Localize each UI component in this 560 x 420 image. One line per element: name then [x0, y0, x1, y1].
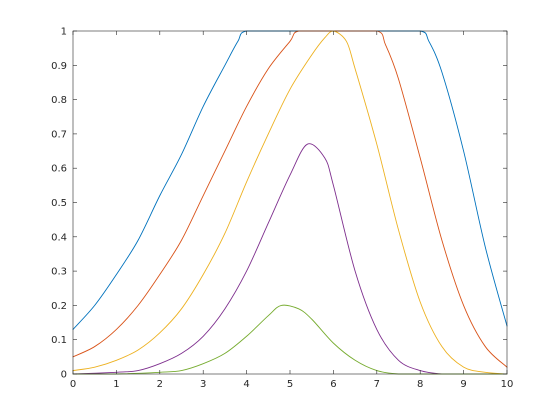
- x-tick-label: 8: [417, 379, 423, 390]
- x-tick-label: 3: [200, 379, 206, 390]
- series-line-2: [72, 30, 508, 368]
- plot-area-frame: [72, 30, 508, 375]
- y-tick-label: 0.7: [51, 129, 67, 140]
- y-tick-label: 0.6: [51, 164, 67, 175]
- y-tick-label: 0.8: [51, 95, 67, 106]
- x-tick-label: 10: [501, 379, 514, 390]
- series-layer: [72, 30, 508, 375]
- series-line-1: [72, 30, 508, 330]
- x-tick-label: 9: [460, 379, 466, 390]
- y-tick-label: 0: [61, 370, 67, 381]
- x-tick-label: 1: [113, 379, 119, 390]
- series-line-5: [72, 304, 508, 375]
- x-tick-label: 4: [243, 379, 249, 390]
- x-tick-label: 2: [157, 379, 163, 390]
- x-tick-label: 6: [330, 379, 336, 390]
- x-tick-label: 7: [374, 379, 380, 390]
- y-tick-label: 0.1: [51, 335, 67, 346]
- series-line-3: [72, 30, 508, 375]
- ticks-layer: 0 1 2 3 4 5 6 7 8 9 10 0 0.1 0.2 0.3 0.4 0.5 0.6 0.7 0.8 0.9…: [51, 27, 513, 391]
- y-tick-label: 0.3: [51, 267, 67, 278]
- x-tick-label: 5: [287, 379, 293, 390]
- y-tick-label: 1: [61, 27, 67, 38]
- y-tick-label: 0.2: [51, 301, 67, 312]
- x-tick-label: 0: [70, 379, 76, 390]
- y-tick-label: 0.5: [51, 198, 67, 209]
- y-tick-label: 0.4: [51, 232, 67, 243]
- series-line-4: [72, 143, 508, 375]
- y-tick-label: 0.9: [51, 61, 67, 72]
